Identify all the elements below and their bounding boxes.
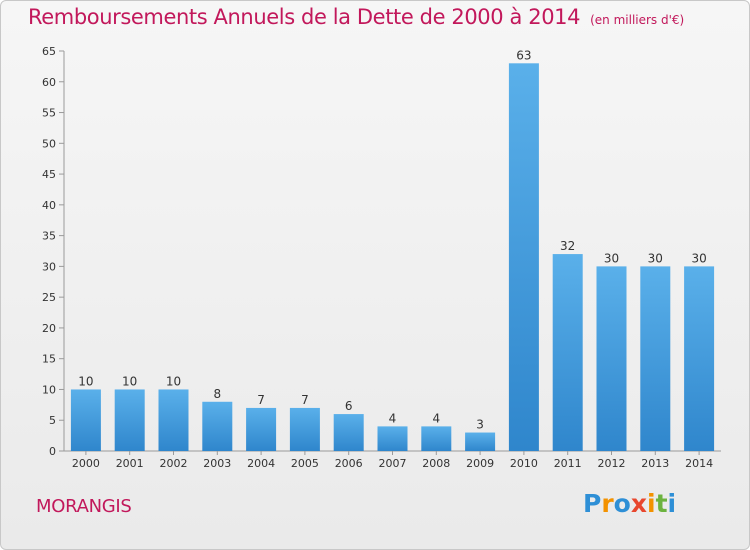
bar-value-label: 8 [213, 387, 221, 401]
y-tick-label: 5 [49, 414, 56, 427]
x-tick-label: 2014 [685, 457, 713, 470]
logo-letter: t [655, 489, 668, 518]
y-tick-label: 30 [42, 260, 56, 273]
x-tick-label: 2002 [160, 457, 188, 470]
x-tick-label: 2009 [466, 457, 494, 470]
bar [289, 407, 320, 451]
bar [596, 266, 627, 451]
bar-value-label: 7 [257, 393, 265, 407]
bar-value-label: 10 [78, 374, 93, 388]
x-tick-label: 2004 [247, 457, 275, 470]
y-tick-label: 45 [42, 168, 56, 181]
logo-letter: o [613, 489, 631, 518]
bar [114, 389, 145, 451]
x-tick-label: 2011 [554, 457, 582, 470]
bar [377, 426, 408, 451]
x-tick-label: 2013 [641, 457, 669, 470]
bar [640, 266, 671, 451]
bar [684, 266, 715, 451]
y-tick-label: 50 [42, 137, 56, 150]
logo-letter: i [647, 489, 656, 518]
bar-value-label: 30 [648, 251, 663, 265]
bar [70, 389, 101, 451]
title-unit: (en milliers d'€) [590, 13, 685, 27]
y-tick-label: 35 [42, 230, 56, 243]
logo-letter: x [630, 489, 647, 518]
y-tick-label: 40 [42, 199, 56, 212]
logo-letter: i [667, 489, 677, 518]
bar-value-label: 4 [389, 411, 397, 425]
bar [508, 63, 539, 452]
x-tick-label: 2006 [335, 457, 363, 470]
logo-letter: P [583, 489, 602, 518]
y-tick-label: 10 [42, 383, 56, 396]
bar [552, 254, 583, 451]
x-tick-label: 2008 [422, 457, 450, 470]
bar-value-label: 6 [345, 399, 353, 413]
x-tick-label: 2012 [598, 457, 626, 470]
x-tick-label: 2010 [510, 457, 538, 470]
x-tick-label: 2005 [291, 457, 319, 470]
y-tick-label: 60 [42, 76, 56, 89]
bar-value-label: 3 [476, 418, 484, 432]
bar [158, 389, 189, 451]
bar-value-label: 30 [604, 251, 619, 265]
y-tick-label: 65 [42, 45, 56, 58]
bar [465, 432, 496, 451]
bar [333, 414, 364, 451]
title-text: Remboursements Annuels de la Dette de 20… [28, 5, 581, 29]
x-tick-label: 2000 [72, 457, 100, 470]
proxiti-logo: Proxiti [583, 489, 676, 518]
bar-value-label: 4 [432, 411, 440, 425]
commune-name: MORANGIS [36, 496, 132, 517]
chart-title: Remboursements Annuels de la Dette de 20… [28, 5, 684, 29]
bar-value-label: 7 [301, 393, 309, 407]
y-tick-label: 15 [42, 353, 56, 366]
y-tick-label: 55 [42, 107, 56, 120]
logo-letter: r [601, 489, 614, 518]
bar-value-label: 10 [122, 374, 137, 388]
x-tick-label: 2001 [116, 457, 144, 470]
bar-value-label: 10 [166, 374, 181, 388]
bar-value-label: 30 [691, 251, 706, 265]
bar-value-label: 63 [516, 48, 531, 62]
x-tick-label: 2007 [379, 457, 407, 470]
bar [421, 426, 452, 451]
y-tick-label: 25 [42, 291, 56, 304]
y-tick-label: 0 [49, 445, 56, 458]
y-tick-label: 20 [42, 322, 56, 335]
bar [246, 407, 277, 451]
x-tick-label: 2003 [203, 457, 231, 470]
bar-value-label: 32 [560, 239, 575, 253]
bar [202, 401, 233, 451]
